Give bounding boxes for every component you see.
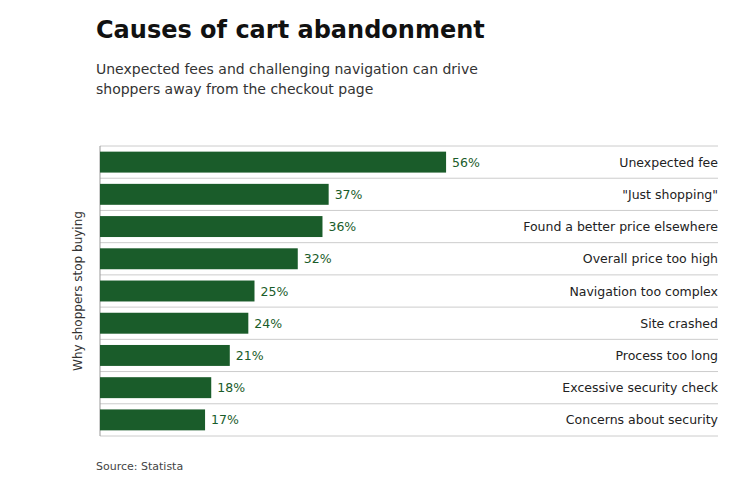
subtitle-line: shoppers away from the checkout page xyxy=(96,81,373,97)
category-label: Concerns about security xyxy=(566,412,719,427)
data-label: 37% xyxy=(335,187,363,202)
data-label: 18% xyxy=(217,380,245,395)
annotation: Source: Statista xyxy=(96,460,183,473)
category-label: Overall price too high xyxy=(583,251,718,266)
category-label: Navigation too complex xyxy=(569,284,718,299)
bar xyxy=(100,345,230,366)
subtitle: Unexpected fees and challenging navigati… xyxy=(96,61,478,97)
data-label: 32% xyxy=(304,251,332,266)
data-label: 17% xyxy=(211,412,239,427)
row-separator xyxy=(100,403,718,404)
data-label: 56% xyxy=(452,155,480,170)
category-label: "Just shopping" xyxy=(622,187,718,202)
x-axis-line xyxy=(100,436,718,437)
data-label: 36% xyxy=(328,219,356,234)
category-label: Site crashed xyxy=(640,316,718,331)
bar xyxy=(100,184,329,205)
y-axis-label: Why shoppers stop buying xyxy=(71,211,85,371)
row-separator xyxy=(100,274,718,275)
chart-svg: Causes of cart abandonment Unexpected fee… xyxy=(0,0,740,482)
category-label: Excessive security check xyxy=(562,380,718,395)
row-separator xyxy=(100,178,718,179)
row-separator xyxy=(100,146,718,147)
category-label: Unexpected fee xyxy=(619,155,718,170)
row-separator xyxy=(100,242,718,243)
bar xyxy=(100,377,211,398)
subtitle-line: Unexpected fees and challenging navigati… xyxy=(96,61,478,77)
row-separator xyxy=(100,371,718,372)
row-separator xyxy=(100,210,718,211)
bars xyxy=(100,152,446,431)
row-separator xyxy=(100,339,718,340)
data-label: 25% xyxy=(261,284,289,299)
title: Causes of cart abandonment xyxy=(96,16,485,44)
data-label: 24% xyxy=(254,316,282,331)
bar xyxy=(100,281,255,302)
bar xyxy=(100,216,322,237)
bar xyxy=(100,409,205,430)
row-separator xyxy=(100,307,718,308)
bar xyxy=(100,152,446,173)
labels: 56% Unexpected fee 37% "Just shopping" 36% Fo… xyxy=(211,155,719,428)
bar xyxy=(100,248,298,269)
chart-container: Causes of cart abandonment Unexpected fee… xyxy=(0,0,740,482)
bar xyxy=(100,313,248,334)
data-label: 21% xyxy=(236,348,264,363)
category-label: Process too long xyxy=(615,348,718,363)
category-label: Found a better price elsewhere xyxy=(523,219,718,234)
